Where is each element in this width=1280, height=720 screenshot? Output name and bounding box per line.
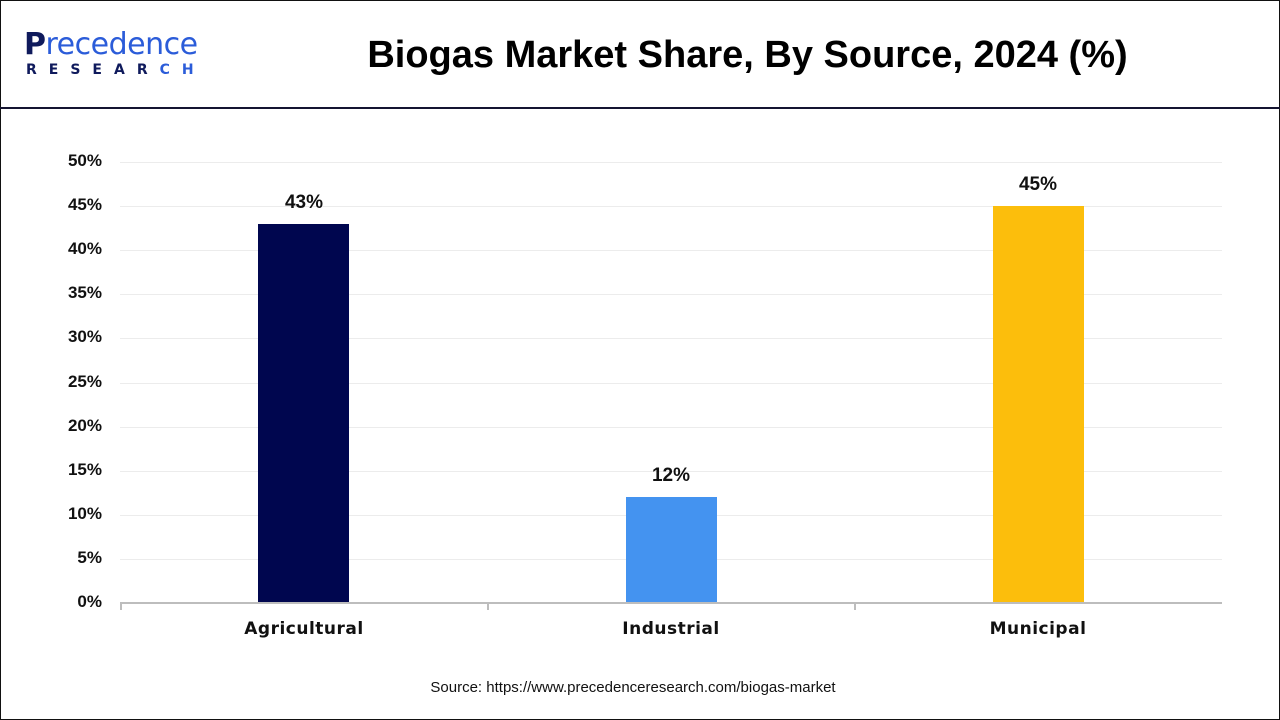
bar-value-label: 43% xyxy=(284,192,324,213)
x-tick-label: Municipal xyxy=(989,619,1087,639)
y-tick-label: 15% xyxy=(67,460,102,479)
gridline xyxy=(120,206,1222,207)
chart-title: Biogas Market Share, By Source, 2024 (%) xyxy=(367,34,1128,76)
header: Precedence RESEARCH Biogas Market Share,… xyxy=(0,0,1280,109)
logo-initial: P xyxy=(24,27,46,62)
y-tick-label: 25% xyxy=(67,372,102,391)
gridline xyxy=(120,162,1222,163)
gridline xyxy=(120,294,1222,295)
precedence-research-logo: Precedence RESEARCH xyxy=(24,28,214,80)
source-note: Source: https://www.precedenceresearch.c… xyxy=(430,679,836,696)
y-tick-label: 30% xyxy=(67,327,102,346)
x-axis-line xyxy=(120,602,1222,604)
logo-line2: RESEAR xyxy=(26,62,160,78)
gridline xyxy=(120,471,1222,472)
y-tick-label: 50% xyxy=(67,151,102,170)
logo-line1: recedence xyxy=(45,27,199,62)
gridline xyxy=(120,427,1222,428)
x-tick-mark xyxy=(487,603,489,610)
bar-municipal xyxy=(993,206,1084,603)
y-tick-label: 45% xyxy=(67,195,102,214)
bar-value-label: 12% xyxy=(651,465,691,486)
y-tick-label: 10% xyxy=(67,504,102,523)
gridline xyxy=(120,383,1222,384)
x-tick-mark xyxy=(120,603,122,610)
gridline xyxy=(120,338,1222,339)
gridline xyxy=(120,250,1222,251)
logo-subtitle: RESEARCH xyxy=(26,62,206,78)
bar-agricultural xyxy=(258,224,349,603)
y-tick-label: 35% xyxy=(67,283,102,302)
x-tick-label: Agricultural xyxy=(244,619,364,639)
x-tick-mark xyxy=(854,603,856,610)
y-tick-label: 20% xyxy=(67,416,102,435)
y-tick-label: 5% xyxy=(77,548,102,567)
bar-industrial xyxy=(626,497,717,603)
y-tick-label: 40% xyxy=(67,239,102,258)
y-tick-label: 0% xyxy=(77,592,102,611)
bar-value-label: 45% xyxy=(1018,174,1058,195)
x-tick-label: Industrial xyxy=(622,619,720,639)
logo-wordmark: Precedence xyxy=(24,28,198,62)
logo-line2-tail: CH xyxy=(159,62,206,78)
